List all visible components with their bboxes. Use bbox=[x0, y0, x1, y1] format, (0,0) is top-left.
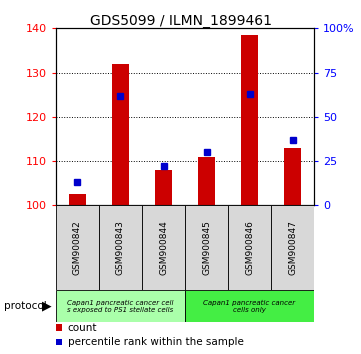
Text: GSM900846: GSM900846 bbox=[245, 220, 254, 275]
Bar bbox=[185, 205, 228, 290]
Text: ▶: ▶ bbox=[42, 300, 52, 313]
Bar bbox=[271, 205, 314, 290]
Text: GSM900842: GSM900842 bbox=[73, 221, 82, 275]
Text: GSM900845: GSM900845 bbox=[202, 220, 211, 275]
Bar bbox=[228, 205, 271, 290]
Text: count: count bbox=[68, 323, 97, 333]
Bar bbox=[142, 205, 185, 290]
Text: GDS5099 / ILMN_1899461: GDS5099 / ILMN_1899461 bbox=[90, 14, 271, 28]
Bar bbox=[69, 194, 86, 205]
Text: percentile rank within the sample: percentile rank within the sample bbox=[68, 337, 244, 347]
Bar bbox=[56, 205, 99, 290]
Text: GSM900843: GSM900843 bbox=[116, 220, 125, 275]
Text: GSM900844: GSM900844 bbox=[159, 221, 168, 275]
Text: GSM900847: GSM900847 bbox=[288, 220, 297, 275]
Bar bbox=[99, 205, 142, 290]
Bar bbox=[185, 290, 314, 322]
Bar bbox=[112, 64, 129, 205]
Text: Capan1 pancreatic cancer
cells only: Capan1 pancreatic cancer cells only bbox=[204, 299, 296, 313]
Bar bbox=[284, 148, 301, 205]
Bar bbox=[241, 35, 258, 205]
Text: protocol: protocol bbox=[4, 301, 46, 311]
Text: Capan1 pancreatic cancer cell
s exposed to PS1 stellate cells: Capan1 pancreatic cancer cell s exposed … bbox=[67, 299, 174, 313]
Bar bbox=[155, 170, 172, 205]
Bar bbox=[198, 156, 215, 205]
Bar bbox=[56, 290, 185, 322]
